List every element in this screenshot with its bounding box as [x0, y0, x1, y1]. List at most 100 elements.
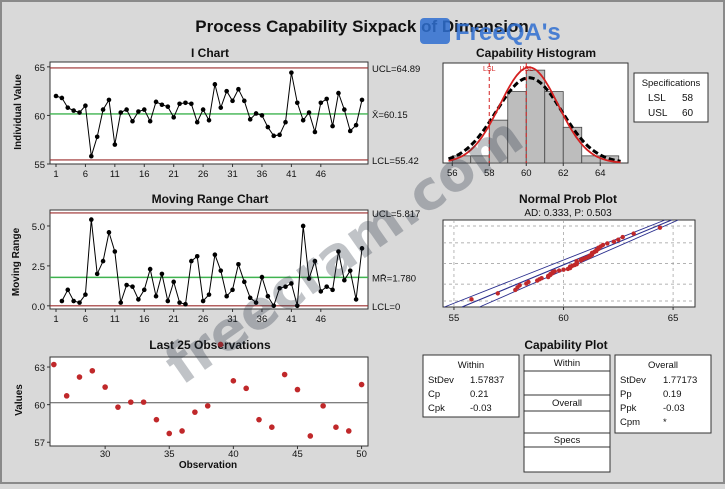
mr-lcl-label: LCL=0	[372, 302, 400, 313]
i-chart-ytick-label: 65	[34, 63, 45, 74]
last25-point	[51, 361, 57, 368]
within-cp-label: Cp	[428, 389, 440, 400]
mr-point	[247, 295, 253, 301]
mr-point	[136, 297, 141, 302]
last25-point	[217, 341, 224, 348]
i-chart-point	[294, 100, 300, 106]
overall-ppk-value: -0.03	[663, 403, 685, 414]
i-chart-xtick-label: 1	[53, 169, 58, 180]
mr-xtick-label: 36	[257, 314, 268, 325]
i-chart-point	[147, 118, 153, 124]
mr-point	[300, 223, 306, 229]
specifications-box: Specifications LSL 58 USL 60	[633, 72, 709, 123]
last25-point	[102, 384, 108, 390]
mr-ytick-label: 0.0	[32, 302, 45, 313]
i-chart-point	[206, 117, 212, 123]
cap-overall-label: Overall	[552, 398, 582, 409]
i-chart-xtick-label: 26	[198, 169, 209, 180]
mr-xtick-label: 21	[168, 314, 179, 325]
mr-point	[112, 249, 118, 254]
i-chart-plot-area	[49, 61, 369, 165]
i-chart-ylabel: Individual Value	[13, 74, 24, 150]
i-chart-point	[130, 118, 135, 124]
overall-stdev-value: 1.77173	[663, 375, 697, 386]
mr-xtick-label: 31	[227, 314, 238, 325]
i-chart-point	[159, 102, 165, 108]
mr-xtick-label: 1	[53, 314, 58, 325]
mr-point	[242, 279, 247, 285]
mr-ytick-label: 2.5	[32, 262, 45, 273]
i-chart-point	[165, 104, 171, 109]
i-chart-point	[336, 90, 341, 96]
i-chart-point	[153, 99, 159, 105]
histogram-usl-label: USL	[519, 66, 533, 73]
i-chart-point	[300, 117, 306, 123]
normal-xtick-label: 60	[558, 313, 569, 324]
mr-point	[236, 261, 241, 267]
mr-point	[94, 271, 100, 277]
i-chart-point	[247, 117, 253, 122]
i-chart-xtick-label: 31	[227, 169, 238, 180]
mr-point	[289, 281, 294, 286]
i-chart-point	[136, 109, 141, 114]
within-stats-box: Within StDev 1.57837 Cp 0.21 Cpk -0.03	[422, 354, 520, 418]
i-chart-point	[236, 86, 241, 92]
i-chart-xtick-label: 46	[316, 169, 327, 180]
mr-point	[224, 293, 229, 299]
last25-point	[192, 409, 198, 415]
spec-usl-label: USL	[648, 108, 668, 119]
spec-usl-value: 60	[682, 108, 694, 119]
mr-point	[200, 298, 206, 304]
last25-point	[345, 428, 352, 434]
last25-ytick-label: 63	[34, 363, 45, 374]
i-chart-point	[183, 100, 188, 106]
normal-point	[552, 269, 557, 274]
i-chart-point	[112, 142, 118, 147]
mr-center-label: MR̄=1.780	[372, 273, 416, 284]
mr-point	[306, 276, 312, 281]
i-chart-point	[306, 110, 312, 115]
overall-cpm-value: *	[663, 417, 667, 428]
mr-point	[230, 287, 235, 293]
i-chart-point	[324, 96, 329, 102]
last25-point	[307, 433, 314, 439]
overall-stdev-label: StDev	[620, 375, 646, 386]
last25-point	[140, 399, 147, 405]
overall-box-title: Overall	[648, 360, 678, 371]
mr-point	[124, 282, 129, 288]
mr-point	[212, 252, 218, 258]
mr-chart-title: Moving Range Chart	[152, 192, 269, 206]
i-chart-point	[77, 110, 82, 115]
normal-plot-title: Normal Prob Plot	[519, 192, 617, 206]
brand-logo-icon	[420, 18, 450, 44]
normal-point	[616, 237, 621, 242]
normal-point	[631, 231, 636, 236]
i-chart-point	[289, 70, 294, 75]
mr-point	[165, 298, 171, 304]
last25-chart: 63 60 57 30 35 40 45 50	[34, 341, 369, 460]
i-chart-point	[94, 134, 100, 140]
spec-lsl-value: 58	[682, 93, 694, 104]
i-chart-ucl-label: UCL=64.89	[372, 64, 420, 75]
last25-point	[89, 367, 96, 374]
mr-point	[218, 268, 224, 273]
i-chart-point	[194, 119, 200, 125]
cap-within-label: Within	[554, 358, 580, 369]
mr-series-line	[61, 219, 363, 307]
i-chart-point	[71, 108, 76, 113]
capability-bars-frame	[523, 354, 611, 473]
i-chart-point	[230, 98, 235, 104]
i-chart-point	[124, 107, 129, 112]
i-chart-point	[359, 97, 365, 103]
mr-point	[71, 298, 76, 304]
overall-ppk-label: Ppk	[620, 403, 637, 414]
overall-box-frame	[614, 354, 712, 434]
histogram-lsl-label: LSL	[483, 66, 496, 73]
i-chart-point	[89, 153, 94, 159]
i-chart-center-label: X̄=60.15	[372, 110, 408, 121]
mr-point	[77, 300, 82, 305]
last25-point	[127, 399, 134, 405]
normal-point	[600, 242, 606, 248]
within-cpk-label: Cpk	[428, 403, 445, 414]
